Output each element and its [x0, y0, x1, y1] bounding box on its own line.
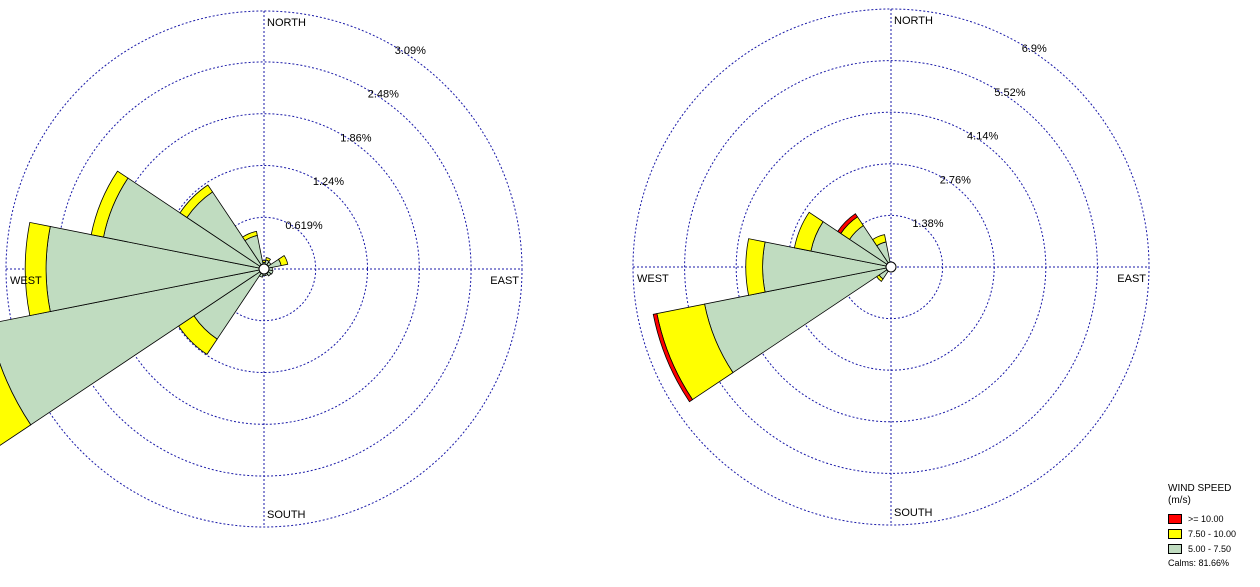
- polar-grid: [632, 8, 1150, 526]
- ring-labels: 1.38% 2.76% 4.14% 5.52% 6.9%: [912, 43, 1047, 230]
- calms-label: Calms: 81.66%: [1168, 558, 1230, 568]
- legend-item-5-7-5: 5.00 - 7.50: [1168, 541, 1258, 556]
- legend-title: WIND SPEED: [1168, 483, 1232, 494]
- ring-labels: 0.619% 1.24% 1.86% 2.48% 3.09%: [285, 45, 426, 232]
- legend-unit: (m/s): [1168, 495, 1191, 506]
- petals: [0, 170, 289, 446]
- petals: [652, 211, 891, 403]
- grid-ring: [632, 8, 1150, 526]
- compass-east: EAST: [490, 275, 519, 287]
- petal-nw-10-plus: [837, 213, 859, 235]
- compass-north: NORTH: [894, 15, 933, 27]
- ring-label: 1.24%: [313, 176, 344, 188]
- center-hub: [258, 263, 270, 275]
- compass-south: SOUTH: [267, 509, 306, 521]
- compass-south: SOUTH: [894, 507, 933, 519]
- ring-label: 3.09%: [395, 45, 426, 57]
- legend-label-5-7-5: 5.00 - 7.50: [1188, 543, 1232, 554]
- legend-label-10-plus: >= 10.00: [1188, 513, 1224, 524]
- wind-rose-right: 1.38% 2.76% 4.14% 5.52% 6.9% NORTH SOUTH WEST EA…: [632, 8, 1150, 526]
- petal-ene-7-5-10: [278, 254, 289, 267]
- petal-wsw-10-plus: [652, 313, 694, 403]
- petal-nne-7-5-10: [265, 257, 272, 262]
- petal-nnw-7-5-10: [872, 234, 887, 247]
- compass-west: WEST: [10, 275, 42, 287]
- petal-nw-7-5-10: [179, 184, 214, 219]
- legend-swatch-10-plus: [1168, 513, 1182, 524]
- compass-west: WEST: [637, 273, 669, 285]
- petal-wnw-7-5-10: [90, 170, 129, 238]
- legend-label-7-5-10: 7.50 - 10.00: [1188, 528, 1237, 539]
- legend-item-7-5-10: 7.50 - 10.00: [1168, 526, 1258, 541]
- legend-swatch-5-7-5: [1168, 543, 1182, 554]
- ring-label: 1.86%: [340, 132, 371, 144]
- legend-swatch-7-5-10: [1168, 528, 1182, 539]
- ring-label: 5.52%: [994, 87, 1025, 99]
- ring-label: 0.619%: [285, 220, 323, 232]
- ring-label: 2.48%: [368, 88, 399, 100]
- ring-label: 1.38%: [912, 218, 943, 230]
- compass-east: EAST: [1117, 273, 1146, 285]
- petal-nnw-7-5-10: [242, 230, 258, 242]
- grid-ring: [5, 10, 523, 528]
- petal-wsw-7-5-10: [0, 362, 32, 446]
- ring-label: 6.9%: [1022, 43, 1047, 55]
- petal-wnw-7-5-10: [793, 211, 824, 252]
- ring-label: 4.14%: [967, 131, 998, 143]
- legend-item-10-plus: >= 10.00: [1168, 511, 1258, 526]
- petal-w-7-5-10: [745, 238, 766, 296]
- legend: WIND SPEED (m/s) >= 10.00 7.50 - 10.00 5…: [1168, 483, 1258, 568]
- compass-north: NORTH: [267, 17, 306, 29]
- wind-rose-left: 0.619% 1.24% 1.86% 2.48% 3.09% NORTH SOUTH WEST…: [0, 10, 523, 528]
- center-hub: [885, 261, 897, 273]
- petal-w-7-5-10: [24, 221, 51, 317]
- ring-label: 2.76%: [940, 174, 971, 186]
